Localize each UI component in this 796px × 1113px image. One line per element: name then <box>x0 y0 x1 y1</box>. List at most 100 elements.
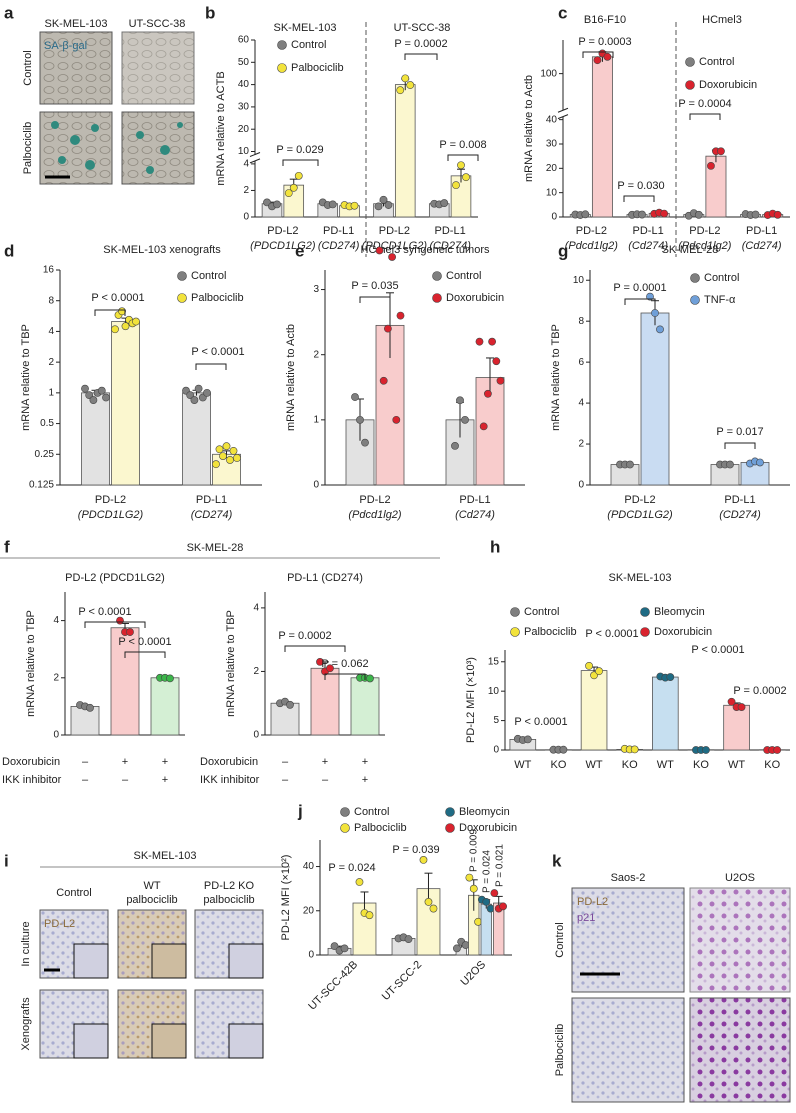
x-tick-label: PD-L2 <box>267 225 298 237</box>
data-point <box>630 745 639 754</box>
y-tick-label: 40 <box>238 79 250 90</box>
legend-marker <box>690 273 700 283</box>
x-tick-label: PD-L1 <box>459 494 490 506</box>
y-tick-label: 5 <box>493 715 499 726</box>
legend-label: Palbociclib <box>524 626 577 638</box>
data-point <box>451 442 459 450</box>
data-point <box>86 703 94 712</box>
x-tick-sublabel: (Cd274) <box>742 240 782 252</box>
data-point <box>492 357 501 366</box>
data-point <box>702 746 710 754</box>
x-tick-label: WT <box>728 759 745 771</box>
data-point <box>229 446 238 455</box>
data-point <box>116 616 124 625</box>
x-tick-label: PD-L1 <box>435 225 466 237</box>
bar <box>182 392 211 486</box>
data-point <box>190 396 199 404</box>
legend-marker <box>277 63 287 73</box>
x-tick-sublabel: (PDCD1LG2) <box>78 509 144 521</box>
condition-value: + <box>362 756 368 768</box>
legend-label: Doxorubicin <box>654 626 712 638</box>
data-point <box>453 944 461 953</box>
data-point <box>375 246 384 255</box>
condition-value: + <box>162 774 168 786</box>
data-point <box>121 322 130 331</box>
y-tick-label: 3 <box>313 284 319 295</box>
data-point <box>166 674 174 683</box>
data-point <box>392 415 401 424</box>
row-label: Palbociclib <box>554 1024 566 1077</box>
data-point <box>656 325 664 334</box>
data-point <box>356 415 364 424</box>
y-tick-label: 2 <box>253 666 259 677</box>
y-tick-label: 50 <box>238 57 250 68</box>
data-point <box>203 388 211 397</box>
data-point <box>374 202 383 211</box>
axis-break-mark <box>557 114 569 120</box>
group-title: B16-F10 <box>584 14 626 26</box>
y-tick-label: 2 <box>53 672 59 683</box>
column-label: PD-L2 KO <box>204 880 255 892</box>
legend-marker <box>340 807 350 817</box>
data-point <box>756 458 764 467</box>
bracket <box>84 621 146 628</box>
condition-value: + <box>162 756 168 768</box>
data-point <box>404 935 413 943</box>
bracket <box>689 113 721 120</box>
p-value: P = 0.0003 <box>578 36 631 48</box>
data-point <box>396 86 405 95</box>
y-tick-label: 16 <box>43 265 55 276</box>
x-tick-label: PD-L2 <box>95 494 126 506</box>
data-point <box>118 307 126 316</box>
y-tick-label: 20 <box>238 124 250 135</box>
data-point <box>379 195 388 204</box>
x-tick-sublabel: (Pdcd1lg2) <box>348 509 402 521</box>
data-point <box>194 384 203 393</box>
bracket <box>195 363 227 370</box>
data-point <box>590 671 598 680</box>
x-tick-sublabel: (Cd274) <box>628 240 668 252</box>
y-tick-label: 40 <box>546 114 558 125</box>
chart-title: SK-MEL-28 <box>662 244 719 256</box>
legend-marker <box>640 627 650 637</box>
data-point <box>396 311 405 320</box>
data-point <box>384 201 393 209</box>
axis-break <box>249 154 261 161</box>
bar <box>740 462 770 486</box>
x-tick-sublabel: (CD274) <box>719 509 761 521</box>
y-tick-label: 0 <box>578 480 584 491</box>
bar <box>652 676 679 751</box>
p-value: P < 0.0001 <box>118 636 171 648</box>
data-point <box>496 376 505 385</box>
data-point <box>316 658 324 666</box>
data-point <box>326 664 334 673</box>
p-value: P = 0.035 <box>351 280 398 292</box>
y-tick-label: 0 <box>493 745 499 756</box>
y-tick-label: 30 <box>238 102 250 113</box>
y-axis-label: mRNA relative to TBP <box>20 324 32 431</box>
condition-label: IKK inhibitor <box>200 774 260 786</box>
legend-label: Palbociclib <box>191 292 244 304</box>
row-label: Control <box>554 922 566 957</box>
legend-marker <box>432 293 442 303</box>
bracket <box>582 51 614 58</box>
x-tick-label: PD-L1 <box>746 225 777 237</box>
condition-value: – <box>282 774 289 786</box>
data-point <box>666 673 675 681</box>
bar <box>580 670 608 751</box>
p-value: P = 0.0002 <box>394 38 447 50</box>
p-value: P = 0.017 <box>716 426 763 438</box>
data-point <box>212 460 220 469</box>
data-point <box>424 898 433 906</box>
data-point <box>727 697 736 706</box>
data-point <box>651 309 659 317</box>
legend-marker <box>177 293 187 303</box>
axis-break <box>557 110 569 117</box>
column-label: UT-SCC-38 <box>129 18 186 30</box>
micrograph <box>39 31 113 105</box>
data-point <box>406 81 415 89</box>
panel-letter: f <box>4 537 10 556</box>
data-point <box>462 173 470 182</box>
x-tick-label: PD-L2 <box>689 225 720 237</box>
data-point <box>707 161 715 170</box>
